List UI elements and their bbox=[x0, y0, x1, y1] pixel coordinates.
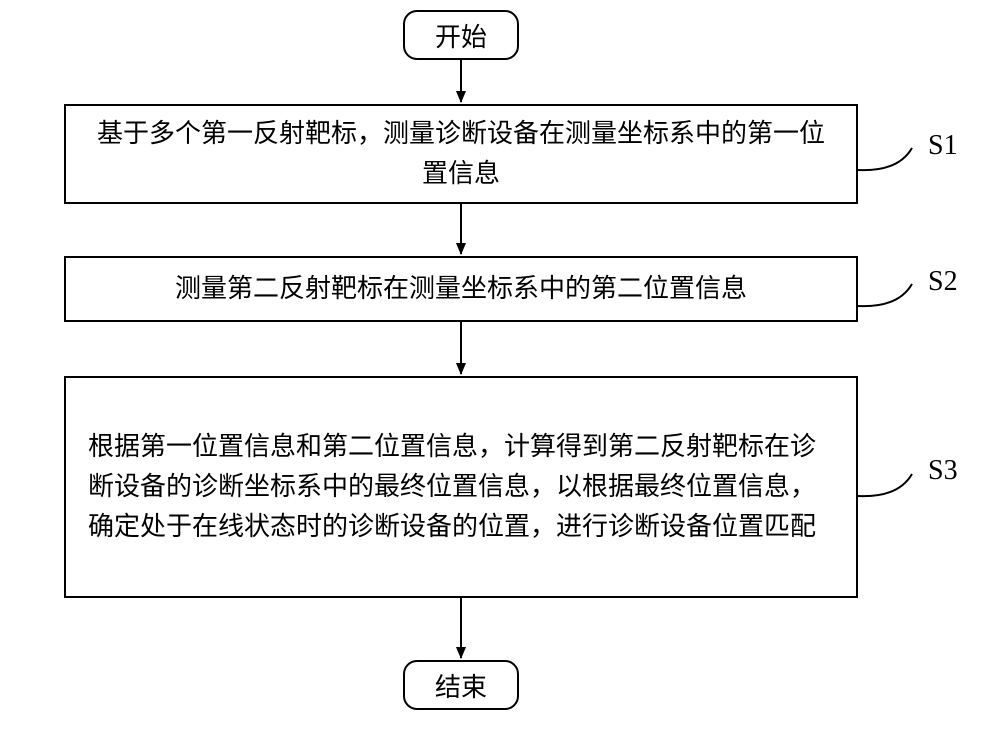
node-s2: 测量第二反射靶标在测量坐标系中的第二位置信息 bbox=[64, 256, 858, 322]
step-label-s3-text: S3 bbox=[928, 455, 958, 486]
step-label-s2: S2 bbox=[928, 266, 958, 298]
connector-s2 bbox=[858, 284, 912, 306]
node-start-text: 开始 bbox=[435, 17, 487, 54]
node-end: 结束 bbox=[403, 660, 519, 710]
step-label-s3: S3 bbox=[928, 455, 958, 487]
node-end-text: 结束 bbox=[435, 667, 487, 704]
node-start: 开始 bbox=[403, 10, 519, 60]
step-label-s1: S1 bbox=[928, 130, 958, 162]
node-s3-text: 根据第一位置信息和第二位置信息，计算得到第二反射靶标在诊断设备的诊断坐标系中的最… bbox=[88, 432, 816, 542]
step-label-s1-text: S1 bbox=[928, 130, 958, 161]
node-s2-text: 测量第二反射靶标在测量坐标系中的第二位置信息 bbox=[175, 274, 747, 303]
connector-s3 bbox=[858, 474, 912, 496]
step-label-s2-text: S2 bbox=[928, 266, 958, 297]
node-s1-text: 基于多个第一反射靶标，测量诊断设备在测量坐标系中的第一位置信息 bbox=[97, 119, 825, 188]
node-s1: 基于多个第一反射靶标，测量诊断设备在测量坐标系中的第一位置信息 bbox=[64, 104, 858, 204]
connector-s1 bbox=[858, 148, 912, 170]
node-s3: 根据第一位置信息和第二位置信息，计算得到第二反射靶标在诊断设备的诊断坐标系中的最… bbox=[64, 376, 858, 598]
flowchart-canvas: 开始 基于多个第一反射靶标，测量诊断设备在测量坐标系中的第一位置信息 测量第二反… bbox=[0, 0, 1000, 753]
